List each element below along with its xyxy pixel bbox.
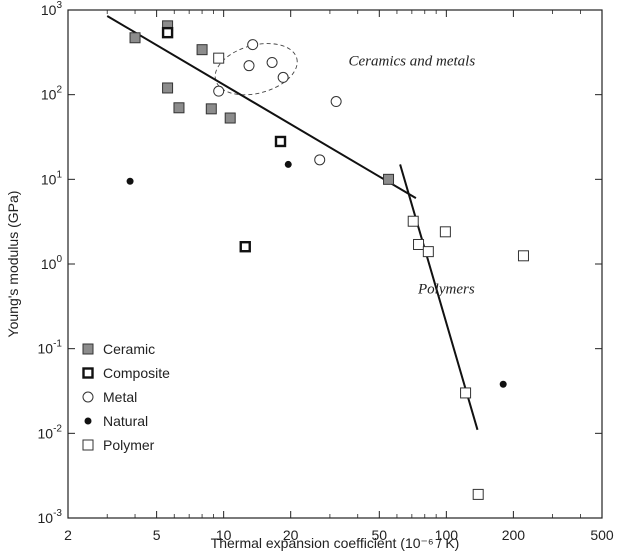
y-tick-label: 10-2: [38, 423, 63, 441]
trend-line: [107, 16, 416, 198]
metal-point: [331, 97, 341, 107]
ceramic-point: [163, 83, 173, 93]
ceramic-point: [384, 174, 394, 184]
x-tick-label: 500: [590, 527, 614, 543]
legend-label-composite: Composite: [103, 365, 170, 381]
metal-point: [244, 61, 254, 71]
annotation-ceramics-metals: Ceramics and metals: [349, 54, 476, 70]
x-tick-label: 2: [64, 527, 72, 543]
composite-point: [163, 28, 172, 37]
legend-label-natural: Natural: [103, 413, 148, 429]
legend-marker-metal: [83, 392, 93, 402]
x-axis-title: Thermal expansion coefficient (10⁻⁶ / K): [211, 535, 460, 551]
metal-point: [315, 155, 325, 165]
polymer-point: [414, 239, 424, 249]
metal-point: [267, 57, 277, 67]
legend-marker-natural: [85, 418, 92, 425]
polymer-point: [440, 227, 450, 237]
ceramic-point: [206, 104, 216, 114]
legend-marker-polymer: [83, 440, 93, 450]
polymer-point: [518, 251, 528, 261]
ceramic-point: [130, 33, 140, 43]
y-axis-title: Young's modulus (GPa): [5, 191, 21, 338]
ceramic-point: [225, 113, 235, 123]
metal-point: [248, 40, 258, 50]
composite-point: [276, 137, 285, 146]
annotation-polymers: Polymers: [417, 281, 475, 297]
y-tick-label: 103: [41, 0, 63, 18]
ceramic-point: [174, 103, 184, 113]
polymer-point: [461, 388, 471, 398]
y-tick-label: 102: [41, 85, 63, 103]
y-tick-labels: 10-3 10-2 10-1 100 101 102 103: [38, 0, 63, 526]
polymer-point: [408, 216, 418, 226]
natural-point: [285, 161, 292, 168]
y-tick-label: 10-1: [38, 339, 63, 357]
x-tick-label: 200: [502, 527, 526, 543]
natural-point: [127, 178, 134, 185]
legend-marker-ceramic: [83, 344, 93, 354]
legend-marker-composite: [84, 369, 93, 378]
y-tick-label: 101: [41, 169, 63, 187]
composite-point: [241, 242, 250, 251]
legend-label-metal: Metal: [103, 389, 137, 405]
legend-label-ceramic: Ceramic: [103, 341, 155, 357]
polymer-point: [473, 489, 483, 499]
x-tick-label: 5: [153, 527, 161, 543]
legend-label-polymer: Polymer: [103, 437, 155, 453]
polymer-point: [214, 53, 224, 63]
data-points: [127, 21, 529, 500]
metal-point: [214, 86, 224, 96]
metal-point: [278, 72, 288, 82]
natural-point: [500, 381, 507, 388]
y-tick-label: 100: [41, 254, 63, 272]
polymer-point: [423, 247, 433, 257]
ceramic-point: [197, 45, 207, 55]
y-tick-label: 10-3: [38, 508, 63, 526]
legend: Ceramic Composite Metal Natural Polymer: [83, 341, 170, 453]
